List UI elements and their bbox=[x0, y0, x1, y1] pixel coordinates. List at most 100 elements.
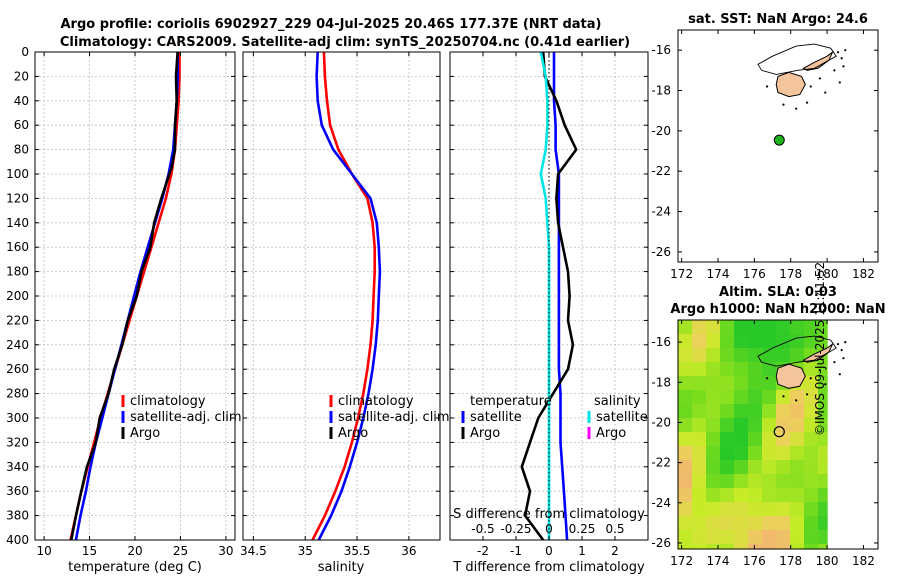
small-island bbox=[818, 77, 821, 80]
sla-cell bbox=[762, 530, 777, 545]
sla-cell bbox=[804, 432, 819, 447]
small-island bbox=[765, 85, 769, 88]
sla-cell bbox=[776, 320, 791, 335]
x-tick-label: 25 bbox=[173, 544, 188, 558]
sla-cell bbox=[720, 348, 735, 363]
sla-cell bbox=[720, 502, 735, 517]
copyright-stamp: ©IMOS 09-Jul-2025 11:41:52 bbox=[813, 261, 827, 436]
sst-map-panel: 172 174 176 178 180 182 -16 -18 -20 -22 -24 -26 bbox=[651, 29, 879, 281]
map-frame bbox=[677, 29, 879, 263]
map-frame bbox=[677, 319, 879, 550]
sla-cell bbox=[748, 334, 763, 349]
y-tick-label: 220 bbox=[6, 313, 29, 327]
sla-cell bbox=[804, 404, 819, 419]
sla-cell bbox=[762, 432, 777, 447]
legend-label-argo: Argo bbox=[130, 426, 160, 441]
small-island bbox=[765, 377, 769, 380]
sla-cell bbox=[804, 530, 819, 545]
sla-cell bbox=[734, 488, 749, 503]
sla-cell bbox=[790, 474, 805, 489]
sla-cell bbox=[748, 348, 763, 363]
map-y-tick-label: -22 bbox=[651, 164, 671, 178]
y-tick-label: 120 bbox=[6, 191, 29, 205]
sla-cell bbox=[692, 446, 707, 461]
s-diff-tick-label: 0.25 bbox=[569, 522, 596, 536]
sla-cell bbox=[706, 362, 721, 377]
sla-cell bbox=[706, 516, 721, 531]
y-tick-label: 300 bbox=[6, 411, 29, 425]
x-tick-label: 36 bbox=[401, 544, 416, 558]
sla-cell bbox=[748, 404, 763, 419]
sla-cell bbox=[818, 544, 828, 550]
sla-cell bbox=[804, 334, 819, 349]
sla-cell bbox=[720, 460, 735, 475]
island-viti-levu bbox=[775, 363, 806, 389]
sla-cell bbox=[692, 334, 707, 349]
sla-cell bbox=[720, 516, 735, 531]
y-tick-label: 80 bbox=[14, 143, 29, 157]
sla-cell bbox=[692, 432, 707, 447]
series-temperature-satellite bbox=[552, 52, 569, 541]
sla-cell bbox=[804, 376, 819, 391]
sla-cell bbox=[804, 446, 819, 461]
tdiff-xlabel: T difference from climatology bbox=[452, 560, 645, 575]
sla-cell bbox=[748, 418, 763, 433]
sla-cell bbox=[720, 446, 735, 461]
legend-header-salinity: salinity bbox=[594, 394, 641, 409]
y-tick-label: 200 bbox=[6, 289, 29, 303]
sla-cell bbox=[748, 530, 763, 545]
sla-cell bbox=[762, 404, 777, 419]
y-tick-label: 380 bbox=[6, 509, 29, 523]
sla-cell bbox=[804, 320, 819, 335]
sla-cell bbox=[678, 516, 693, 531]
island-viti-levu bbox=[775, 71, 806, 98]
sla-cell bbox=[748, 320, 763, 335]
sla-cell bbox=[748, 446, 763, 461]
map-x-tick-label: 182 bbox=[852, 554, 875, 568]
sla-cell bbox=[804, 544, 819, 550]
sla-cell bbox=[804, 418, 819, 433]
sla-cell bbox=[818, 418, 828, 433]
small-island bbox=[824, 383, 827, 386]
sla-cell bbox=[734, 474, 749, 489]
sla-cell bbox=[762, 446, 777, 461]
sla-cell bbox=[678, 530, 693, 545]
sla-cell bbox=[734, 516, 749, 531]
legend-label-satellite: satellite-adj. clim bbox=[338, 410, 450, 425]
sla-cell bbox=[678, 376, 693, 391]
sla-cell bbox=[748, 474, 763, 489]
sla-cell bbox=[776, 432, 791, 447]
sla-cell bbox=[734, 320, 749, 335]
y-tick-label: 180 bbox=[6, 265, 29, 279]
series-satellite-adj-clim bbox=[315, 51, 382, 541]
map-x-tick-label: 176 bbox=[743, 267, 766, 281]
argo-position-marker bbox=[773, 426, 785, 438]
sla-cell bbox=[678, 334, 693, 349]
small-island bbox=[809, 377, 812, 380]
y-tick-label: 40 bbox=[14, 94, 29, 108]
sla-cell bbox=[706, 432, 721, 447]
sla-cell bbox=[790, 544, 805, 550]
sla-cell bbox=[818, 488, 828, 503]
sla-cell bbox=[804, 502, 819, 517]
legend-label-satellite: satellite-adj. clim bbox=[130, 410, 242, 425]
figure-title-line1: Argo profile: coriolis 6902927_229 04-Ju… bbox=[61, 17, 602, 32]
sla-cell bbox=[818, 404, 828, 419]
sla-cell bbox=[720, 390, 735, 405]
sla-cell bbox=[692, 488, 707, 503]
temperature-legend: climatology satellite-adj. clim Argo bbox=[121, 394, 242, 441]
map-y-tick-label: -18 bbox=[651, 84, 671, 98]
x-tick-label: -2 bbox=[477, 544, 489, 558]
map-y-tick-label: -20 bbox=[651, 124, 671, 138]
legend-header-temperature: temperature bbox=[470, 394, 552, 409]
sla-cell bbox=[720, 432, 735, 447]
map-x-tick-label: 178 bbox=[779, 554, 802, 568]
sla-cell bbox=[804, 362, 819, 377]
legend-label-t-satellite: satellite bbox=[470, 410, 522, 425]
s-diff-tick-label: -0.25 bbox=[500, 522, 531, 536]
map-x-tick-label: 178 bbox=[779, 267, 802, 281]
sla-cell bbox=[776, 502, 791, 517]
sla-cell bbox=[748, 362, 763, 377]
small-island bbox=[840, 57, 843, 60]
sla-cell bbox=[762, 418, 777, 433]
